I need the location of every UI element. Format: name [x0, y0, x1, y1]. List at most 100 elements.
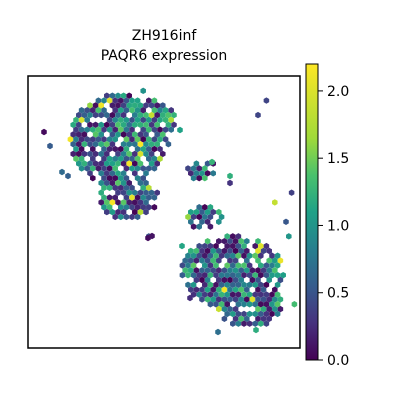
spot [90, 145, 96, 153]
spot [179, 262, 186, 269]
spot [204, 160, 211, 167]
spot [112, 116, 118, 124]
spot [221, 247, 228, 255]
spot [148, 160, 155, 167]
spot [123, 97, 130, 104]
spot [241, 320, 247, 327]
spot [78, 145, 85, 153]
spot [258, 262, 264, 269]
spot [235, 242, 242, 250]
spot [123, 165, 130, 172]
spot [76, 121, 82, 128]
spot [146, 116, 152, 124]
spot [157, 145, 163, 153]
spot [230, 291, 236, 298]
spot [283, 218, 289, 225]
spot [143, 208, 149, 216]
spot [272, 296, 278, 303]
spot [84, 165, 90, 172]
chart-subtitle: PAQR6 expression [101, 48, 228, 64]
spot [232, 247, 239, 255]
spot [90, 126, 96, 133]
spot [87, 141, 93, 148]
spot [115, 189, 121, 196]
spot [143, 121, 149, 128]
spot [123, 174, 130, 182]
spot [218, 252, 225, 259]
spot [157, 126, 163, 133]
spot [101, 126, 107, 133]
spot [162, 107, 169, 114]
spot [109, 160, 116, 167]
spot [235, 320, 242, 327]
spot [70, 141, 76, 148]
spot [244, 257, 250, 264]
spot [84, 107, 90, 114]
spot [90, 174, 96, 182]
spot [120, 111, 127, 119]
spot [241, 271, 247, 279]
spot [118, 97, 124, 104]
spot [137, 102, 144, 109]
spot [73, 155, 79, 162]
spot [235, 291, 242, 298]
spot [154, 160, 160, 167]
spot [232, 238, 239, 245]
spot [277, 296, 284, 303]
spot [140, 204, 146, 211]
spot [101, 184, 107, 192]
spot [118, 213, 124, 221]
spot [227, 267, 233, 274]
spot [115, 208, 121, 216]
spot [76, 141, 82, 148]
spot [210, 170, 216, 177]
spot [274, 252, 281, 259]
spot [224, 262, 230, 269]
spot [137, 208, 144, 216]
colorbar-tick-label: 2.0 [327, 84, 349, 100]
spot [241, 242, 247, 250]
spot [118, 107, 124, 114]
spot [204, 247, 211, 255]
spot [190, 281, 197, 289]
spot [168, 116, 174, 124]
spot [109, 170, 116, 177]
spot [137, 141, 144, 148]
spot [258, 252, 264, 259]
spot [154, 121, 160, 128]
spot [146, 155, 152, 162]
spot [137, 199, 144, 206]
spot [193, 247, 200, 255]
spot [246, 301, 253, 308]
spot [246, 271, 253, 279]
spot [112, 194, 118, 201]
spot [244, 238, 250, 245]
spot [255, 305, 261, 313]
spot [120, 141, 127, 148]
spot [269, 310, 275, 318]
spot [202, 213, 208, 221]
spot [260, 267, 267, 274]
spot [90, 155, 96, 162]
spot [78, 116, 85, 124]
spot [112, 174, 118, 182]
spot [190, 174, 197, 182]
spot [188, 286, 194, 293]
spot [81, 150, 88, 158]
spot [87, 121, 93, 128]
spot [207, 262, 214, 269]
spot [204, 238, 211, 245]
spot [252, 252, 258, 259]
spot [109, 141, 116, 148]
spot [87, 111, 93, 119]
spot [137, 131, 144, 138]
spot [151, 136, 158, 143]
spot [252, 271, 258, 279]
spot [126, 121, 132, 128]
spot [263, 320, 270, 327]
spot [263, 301, 270, 308]
spot [101, 107, 107, 114]
spot [199, 247, 205, 255]
spot [98, 170, 104, 177]
spot [129, 213, 135, 221]
